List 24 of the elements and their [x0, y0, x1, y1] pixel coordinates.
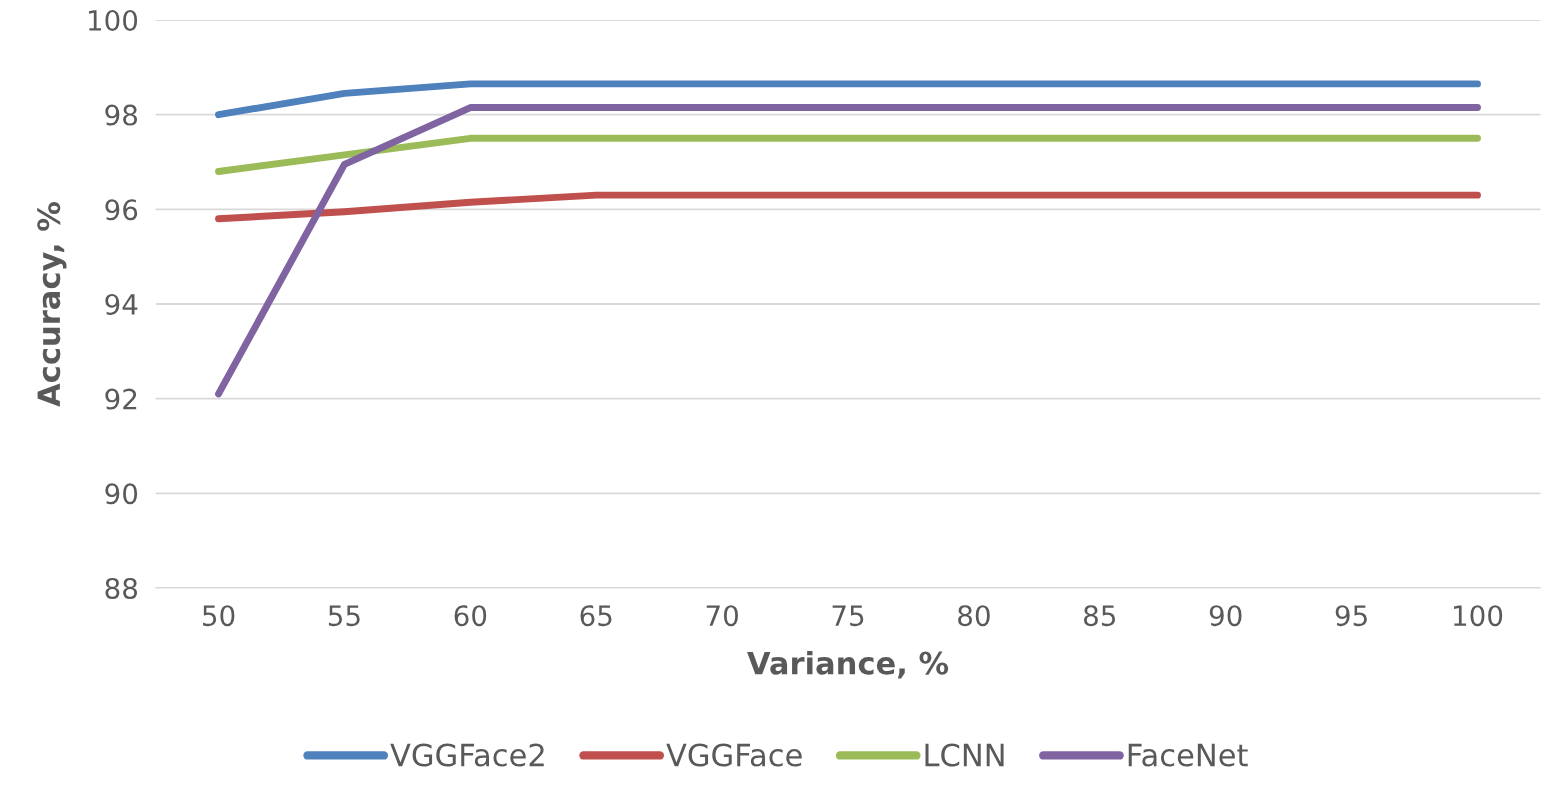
x-tick-label: 55	[328, 605, 360, 627]
x-tick-label: 60	[454, 605, 487, 627]
x-tick-label: 100	[1454, 605, 1503, 627]
y-tick-label: 96	[105, 199, 138, 221]
y-tick-label: 90	[105, 483, 138, 505]
x-tick-label: 50	[203, 605, 235, 627]
x-tick-label: 80	[958, 605, 990, 627]
x-tick-label: 90	[1209, 605, 1242, 627]
x-tick-label: 65	[580, 605, 612, 627]
y-tick-label: 92	[105, 388, 137, 410]
x-tick-label: 75	[832, 605, 864, 627]
y-tick-label: 98	[105, 104, 138, 126]
legend-label: FaceNet	[1128, 743, 1248, 767]
x-tick-label: 95	[1335, 605, 1367, 627]
y-tick-label: 88	[105, 577, 138, 599]
legend-label: VGGFace2	[390, 743, 544, 767]
y-tick-label: 94	[105, 293, 138, 315]
legend-label: LCNN	[925, 743, 1004, 767]
legend-label: VGGFace	[666, 743, 802, 767]
y-tick-label: 100	[88, 9, 138, 31]
x-tick-label: 70	[706, 605, 738, 627]
y-axis-title: Accuracy, %	[37, 202, 67, 407]
x-axis-title: Variance, %	[747, 650, 949, 679]
x-tick-label: 85	[1084, 605, 1116, 627]
